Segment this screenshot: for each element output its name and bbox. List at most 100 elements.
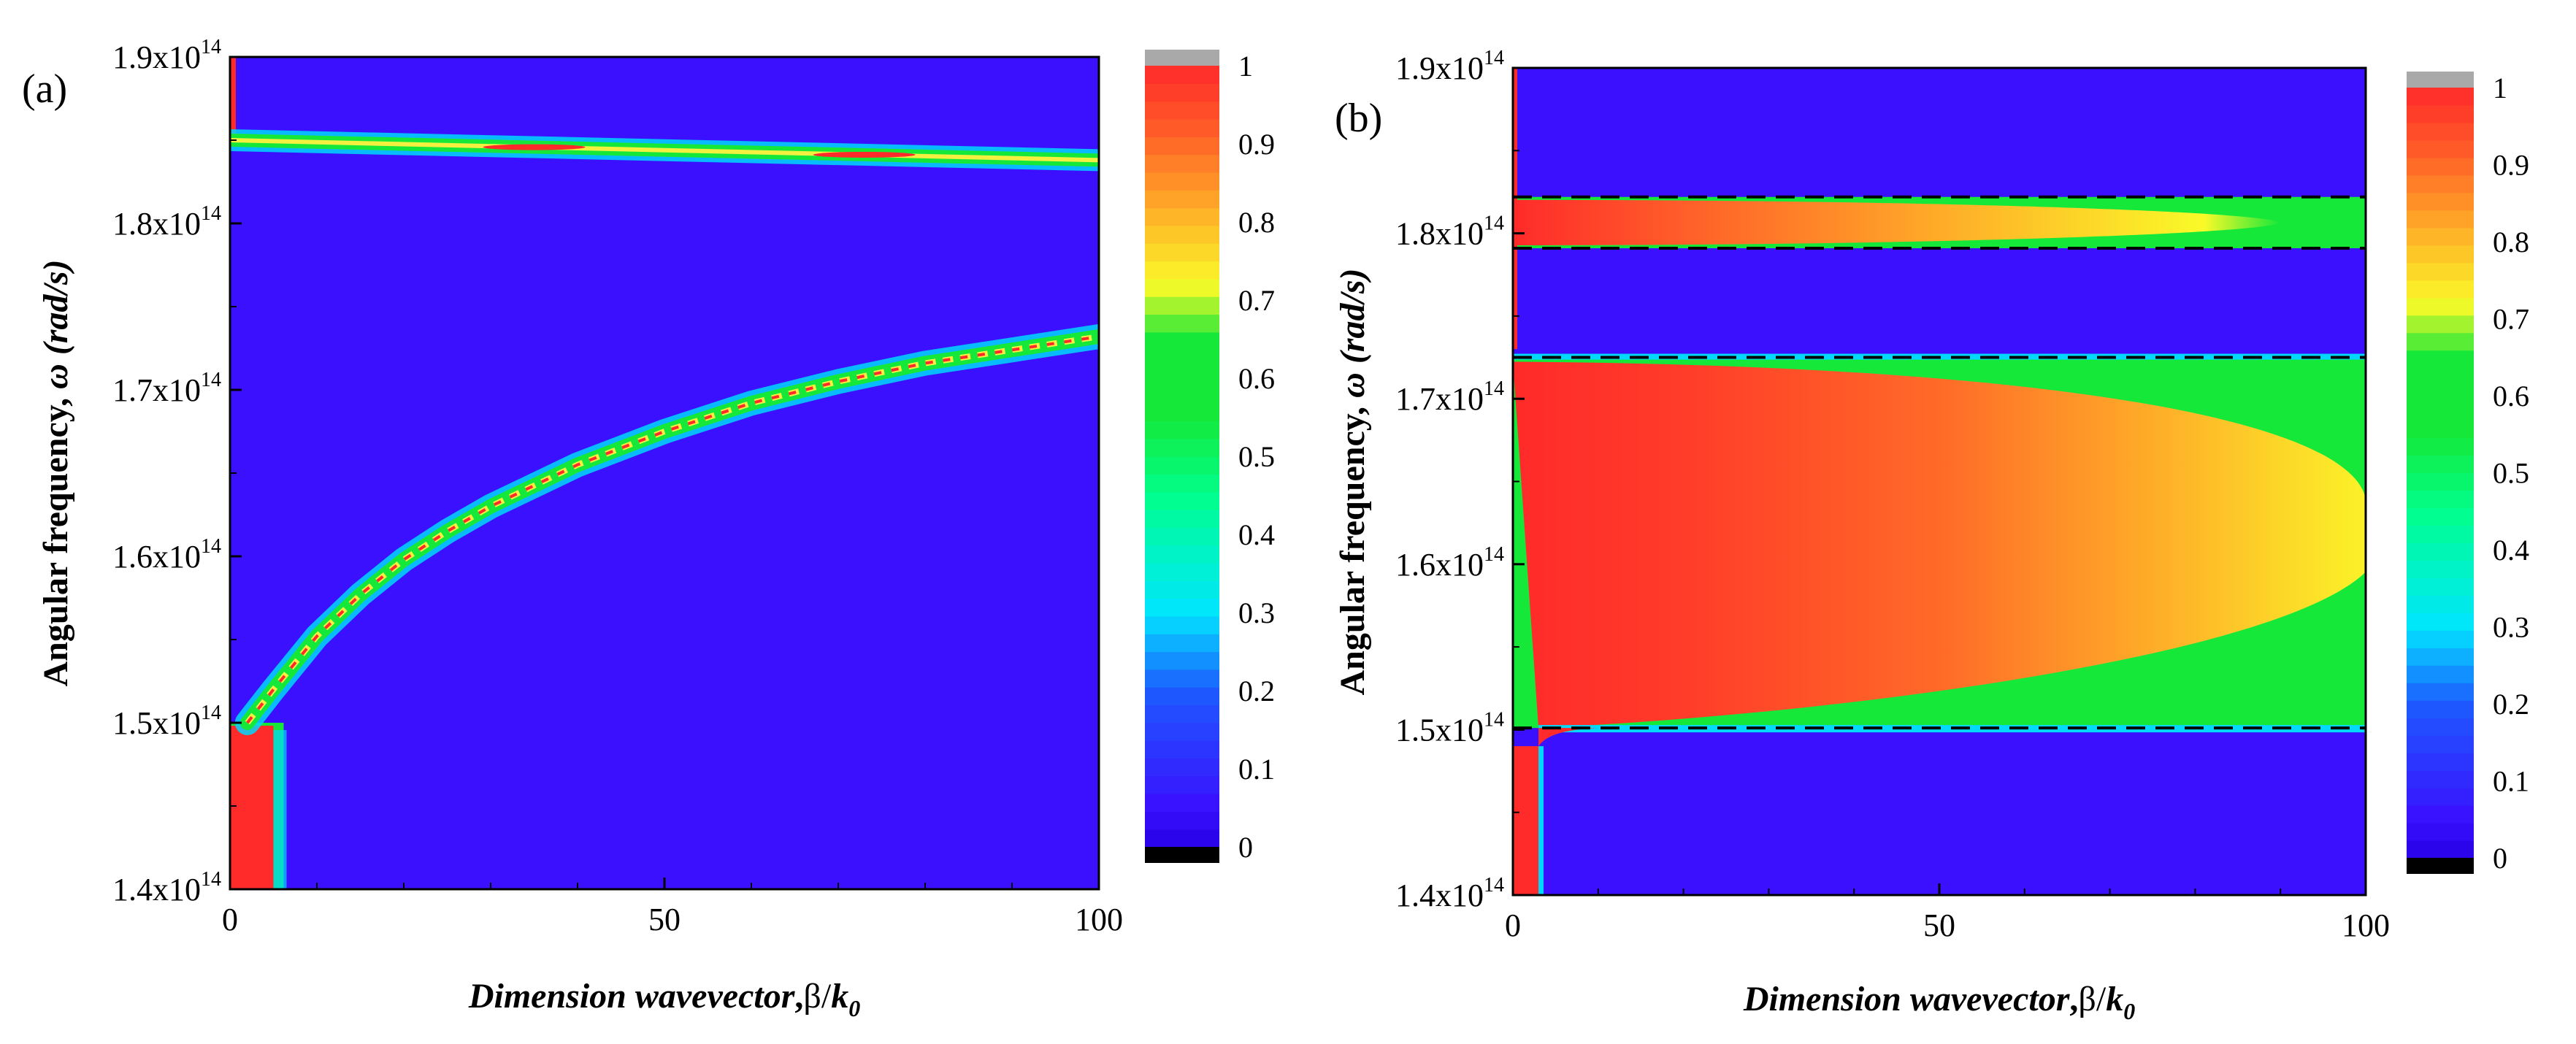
panel-a-colorbar-label-10: 1: [1238, 50, 1253, 82]
panel-a-colorbar-under: [1145, 847, 1219, 863]
panel-a-colorbar-segment: [1145, 811, 1219, 830]
panel-a-colorbar-segment: [1145, 331, 1219, 350]
panel-a-y-tick-label-3: 1.7x1014: [112, 369, 221, 408]
panel-a-colorbar-segment: [1145, 598, 1219, 617]
panel-a-colorbar-segment: [1145, 705, 1219, 723]
panel-a-colorbar-segment: [1145, 669, 1219, 688]
panel-a-colorbar-segment: [1145, 509, 1219, 528]
flat-band-core: [230, 138, 1099, 163]
panel-b-colorbar-segment: [2407, 104, 2474, 123]
panel-a-colorbar-segment: [1145, 775, 1219, 794]
panel-b-colorbar-segment: [2407, 805, 2474, 824]
panel-b-colorbar-label-9: 0.9: [2493, 149, 2529, 182]
panel-a-colorbar-segment: [1145, 137, 1219, 156]
panel-b-x-tick-label-1: 50: [1923, 907, 1955, 943]
panel-b-colorbar-segment: [2407, 542, 2474, 561]
panel-b-x-axis: 0 50 100: [1505, 883, 2390, 943]
panel-b-colorbar-segment: [2407, 455, 2474, 474]
panel-b-colorbar-segment: [2407, 174, 2474, 193]
panel-b-colorbar: 0 0.1 0.2 0.3 0.4 0.5 0.6 0.7 0.8 0.9 1: [2407, 72, 2529, 875]
panel-a-colorbar-label-6: 0.6: [1238, 362, 1275, 395]
panel-a-colorbar-segment: [1145, 421, 1219, 440]
panel-a-colorbar-label-4: 0.4: [1238, 518, 1275, 551]
panel-b-colorbar-segment: [2407, 735, 2474, 753]
panel-b-x-tick-label-0: 0: [1505, 907, 1521, 943]
panel-b-y-tick-label-3: 1.7x1014: [1395, 377, 1504, 417]
panel-b-colorbar-segment: [2407, 577, 2474, 596]
panel-a-colorbar-segment: [1145, 722, 1219, 741]
panel-a-y-tick-label-5: 1.9x1014: [112, 36, 221, 75]
panel-a-colorbar-segment: [1145, 740, 1219, 759]
low-strip-edge: [1538, 746, 1544, 895]
panel-b-colorbar-label-0: 0: [2493, 842, 2507, 875]
panel-a-colorbar-segment: [1145, 562, 1219, 581]
panel-a-colorbar-segment: [1145, 651, 1219, 670]
panel-a-y-tick-label-4: 1.8x1014: [112, 202, 221, 242]
panel-b-colorbar-segment: [2407, 770, 2474, 788]
panel-b-colorbar-segment: [2407, 350, 2474, 369]
low-strip-corner: [1538, 728, 1598, 747]
panel-a-colorbar-segment: [1145, 794, 1219, 812]
panel-a-colorbar-segment: [1145, 403, 1219, 421]
flat-band-hotspot-0: [483, 144, 586, 150]
panel-a-colorbar-segment: [1145, 261, 1219, 280]
panel-a-colorbar-segment: [1145, 385, 1219, 404]
panel-b-y-tick-label-1: 1.5x1014: [1395, 708, 1504, 748]
panel-a-colorbar-over: [1145, 50, 1219, 66]
panel-b-colorbar-segment: [2407, 630, 2474, 648]
panel-a-y-axis: 1.4x1014 1.5x1014 1.6x1014 1.7x1014 1.8x1014…: [112, 36, 242, 907]
panel-a-colorbar-segment: [1145, 367, 1219, 386]
panel-b-colorbar-segment: [2407, 157, 2474, 176]
panel-b-colorbar-segment: [2407, 88, 2474, 106]
panel-b-colorbar-segment: [2407, 437, 2474, 456]
panel-b-colorbar-segment: [2407, 753, 2474, 771]
panel-b-colorbar-segment: [2407, 280, 2474, 299]
panel-b-colorbar-segment: [2407, 525, 2474, 544]
panel-b-colorbar-segment: [2407, 139, 2474, 158]
top-edge-strip: [1513, 68, 1517, 350]
panel-a-colorbar-segment: [1145, 350, 1219, 369]
low-region: [230, 726, 274, 889]
panel-b-colorbar-label-2: 0.2: [2493, 688, 2529, 721]
panel-a-colorbar-label-8: 0.8: [1238, 206, 1275, 239]
panel-a-colorbar-segment: [1145, 438, 1219, 457]
panel-a-colorbar-segment: [1145, 829, 1219, 848]
panel-b-colorbar-label-8: 0.8: [2493, 226, 2529, 258]
panel-b-colorbar-label-5: 0.5: [2493, 457, 2529, 490]
panel-b-colorbar-label-3: 0.3: [2493, 611, 2529, 644]
panel-b-colorbar-segment: [2407, 507, 2474, 526]
panel-b-y-tick-label-2: 1.6x1014: [1395, 543, 1504, 583]
panel-a-colorbar-segment: [1145, 545, 1219, 564]
panel-a-colorbar-segment: [1145, 456, 1219, 475]
panel-b-colorbar-label-10: 1: [2493, 72, 2507, 104]
panel-b-colorbar-over: [2407, 72, 2474, 88]
panel-a-x-axis-label: Dimension wavevector,β/k0: [468, 977, 860, 1021]
panel-a-y-axis-label: Angular frequency, ω (rad/s): [37, 260, 75, 687]
panel-a-y-tick-label-1: 1.5x1014: [112, 702, 221, 741]
panel-a-colorbar-segment: [1145, 687, 1219, 706]
panel-a-colorbar-segment: [1145, 243, 1219, 262]
panel-a-colorbar-segment: [1145, 118, 1219, 137]
edge-strip: [230, 57, 236, 140]
panel-b-colorbar-label-4: 0.4: [2493, 534, 2529, 567]
panel-b-colorbar-segment: [2407, 227, 2474, 246]
panel-b-colorbar-segment: [2407, 683, 2474, 701]
panel-a-colorbar-segment: [1145, 172, 1219, 191]
panel-b-colorbar-segment: [2407, 192, 2474, 211]
panel-b-colorbar-label-7: 0.7: [2493, 303, 2529, 336]
dispersion-curve-peaks: [246, 335, 1099, 724]
main-band: [1513, 361, 2366, 729]
panel-b-colorbar-segment: [2407, 385, 2474, 404]
panel-b-colorbar-segment: [2407, 788, 2474, 806]
panel-a-colorbar-label-9: 0.9: [1238, 128, 1275, 161]
panel-a-x-axis: 0 50 100: [222, 878, 1123, 937]
panel-a-y-tick-label-0: 1.4x1014: [112, 868, 221, 907]
panel-b-colorbar-segment: [2407, 490, 2474, 509]
panel-b-colorbar-segment: [2407, 665, 2474, 683]
panel-b-heatmap: [1513, 68, 2366, 895]
panel-a-colorbar-segment: [1145, 66, 1219, 84]
panel-a-colorbar-segment: [1145, 154, 1219, 173]
panel-a-colorbar: 0 0.1 0.2 0.3 0.4 0.5 0.6 0.7 0.8 0.9 1: [1145, 50, 1275, 864]
panel-b-colorbar-segment: [2407, 823, 2474, 841]
